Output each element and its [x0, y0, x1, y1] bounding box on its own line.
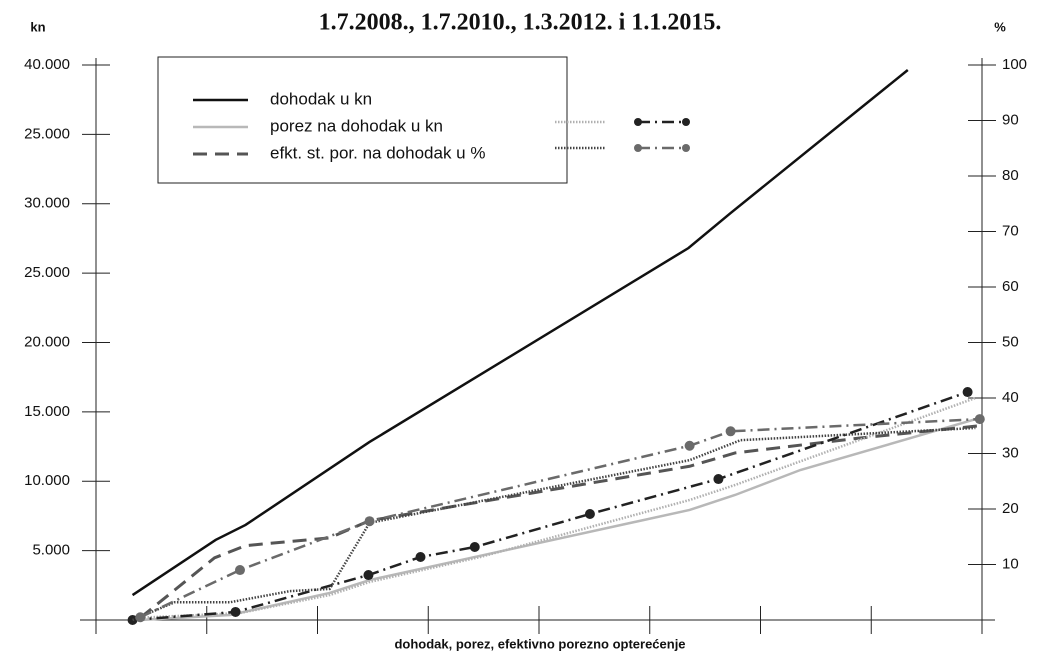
point	[363, 570, 374, 581]
point	[962, 387, 973, 398]
point	[234, 565, 245, 576]
chart-title: 1.7.2008., 1.7.2010., 1.3.2012. i 1.1.20…	[319, 10, 722, 36]
y-tick-label: 25.000	[24, 125, 70, 142]
point	[584, 508, 595, 519]
point	[135, 612, 146, 623]
y2-tick-label: 50	[1002, 333, 1019, 350]
y2-tick-label: 80	[1002, 167, 1019, 184]
series-line	[132, 390, 969, 622]
point	[684, 440, 695, 451]
legend	[157, 56, 568, 184]
legend-marker	[634, 118, 642, 126]
legend-label: porez na dohodak u kn	[270, 116, 443, 135]
legend-marker	[682, 144, 690, 152]
y-tick-label: 25.000	[24, 264, 70, 281]
legend-label: dohodak u kn	[270, 89, 372, 108]
series-line	[139, 424, 980, 619]
point	[974, 414, 985, 425]
legend-marker	[634, 144, 642, 152]
legend-label: efkt. st. por. na dohodak u %	[270, 143, 485, 162]
y2-tick-label: 20	[1002, 500, 1019, 517]
point	[725, 426, 736, 437]
y2-tick-label: 70	[1002, 222, 1019, 239]
y2-tick-label: 100	[1002, 56, 1027, 73]
y-tick-label: 30.000	[24, 195, 70, 212]
point	[230, 606, 241, 617]
legend-marker	[682, 118, 690, 126]
series-line	[139, 417, 980, 619]
series-line	[140, 416, 981, 622]
point	[469, 542, 480, 553]
x-axis-label: dohodak, porez, efektivno porezno optere…	[394, 636, 685, 651]
y-tick-label: 5.000	[32, 542, 70, 559]
y-tick-label: 10.000	[24, 472, 70, 489]
series-line	[131, 69, 909, 597]
series-line	[132, 396, 976, 620]
y-axis-label: kn	[30, 19, 45, 34]
y2-tick-label: 10	[1002, 555, 1019, 572]
y-tick-label: 20.000	[24, 333, 70, 350]
y2-tick-label: 60	[1002, 278, 1019, 295]
y2-tick-label: 40	[1002, 389, 1019, 406]
point	[364, 516, 375, 527]
series-line	[132, 426, 976, 622]
y-tick-label: 40.000	[24, 56, 70, 73]
y2-tick-label: 30	[1002, 444, 1019, 461]
point	[415, 552, 426, 563]
y2-tick-label: 90	[1002, 111, 1019, 128]
point	[713, 474, 724, 485]
y-tick-label: 15.000	[24, 403, 70, 420]
y2-axis-label: %	[994, 19, 1006, 34]
